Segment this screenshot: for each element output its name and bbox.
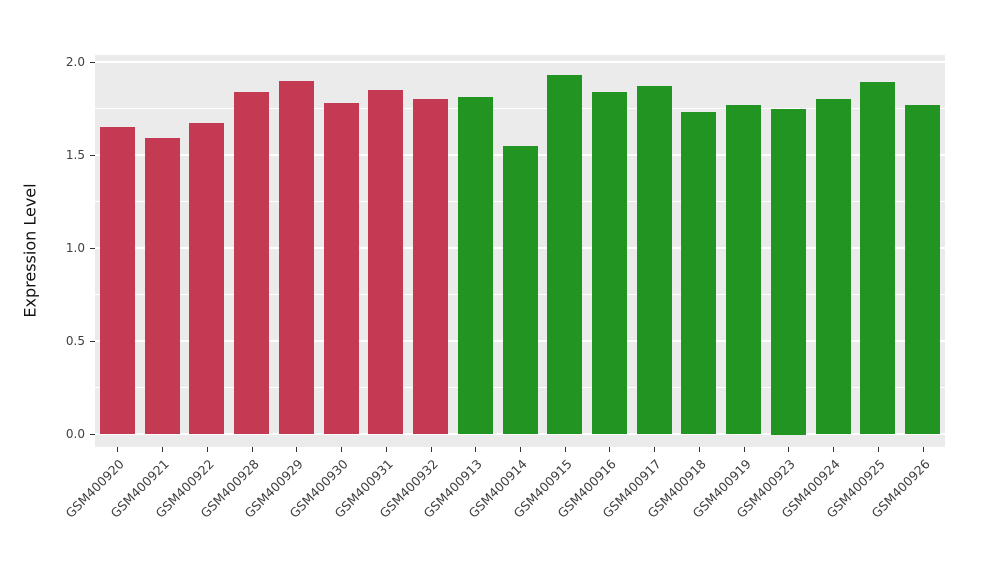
bar bbox=[637, 86, 672, 434]
major-gridline bbox=[95, 61, 945, 63]
x-tick-mark bbox=[654, 447, 655, 452]
bar bbox=[771, 109, 806, 435]
y-tick-mark bbox=[90, 434, 95, 435]
bar bbox=[860, 82, 895, 434]
y-tick-label: 0.5 bbox=[65, 334, 85, 348]
x-tick-mark bbox=[565, 447, 566, 452]
bar bbox=[234, 92, 269, 434]
bar bbox=[279, 81, 314, 434]
x-tick-mark bbox=[207, 447, 208, 452]
minor-gridline bbox=[95, 108, 945, 109]
bar bbox=[592, 92, 627, 434]
bar bbox=[726, 105, 761, 434]
x-tick-mark bbox=[833, 447, 834, 452]
x-tick-mark bbox=[296, 447, 297, 452]
x-tick-mark bbox=[788, 447, 789, 452]
bar bbox=[681, 112, 716, 434]
y-axis-title: Expression Level bbox=[20, 183, 40, 318]
x-tick-mark bbox=[386, 447, 387, 452]
y-tick-mark bbox=[90, 62, 95, 63]
x-tick-mark bbox=[117, 447, 118, 452]
x-tick-mark bbox=[431, 447, 432, 452]
bar bbox=[189, 123, 224, 434]
x-tick-mark bbox=[162, 447, 163, 452]
x-tick-mark bbox=[341, 447, 342, 452]
y-tick-label: 2.0 bbox=[65, 55, 85, 69]
x-tick-mark bbox=[609, 447, 610, 452]
x-tick-mark bbox=[475, 447, 476, 452]
x-tick-mark bbox=[744, 447, 745, 452]
y-tick-mark bbox=[90, 248, 95, 249]
bar bbox=[905, 105, 940, 434]
x-tick-mark bbox=[520, 447, 521, 452]
major-gridline bbox=[95, 433, 945, 435]
bar bbox=[368, 90, 403, 434]
y-tick-label: 0.0 bbox=[65, 427, 85, 441]
bar bbox=[145, 138, 180, 434]
x-tick-mark bbox=[923, 447, 924, 452]
bar bbox=[324, 103, 359, 434]
y-tick-mark bbox=[90, 341, 95, 342]
y-tick-label: 1.0 bbox=[65, 241, 85, 255]
bar bbox=[413, 99, 448, 434]
plot-panel bbox=[95, 55, 945, 447]
y-tick-mark bbox=[90, 155, 95, 156]
y-tick-label: 1.5 bbox=[65, 148, 85, 162]
x-tick-mark bbox=[252, 447, 253, 452]
x-tick-mark bbox=[878, 447, 879, 452]
bar bbox=[547, 75, 582, 434]
bar bbox=[458, 97, 493, 434]
bar bbox=[503, 146, 538, 434]
bar bbox=[100, 127, 135, 434]
bar bbox=[816, 99, 851, 434]
x-tick-mark bbox=[699, 447, 700, 452]
